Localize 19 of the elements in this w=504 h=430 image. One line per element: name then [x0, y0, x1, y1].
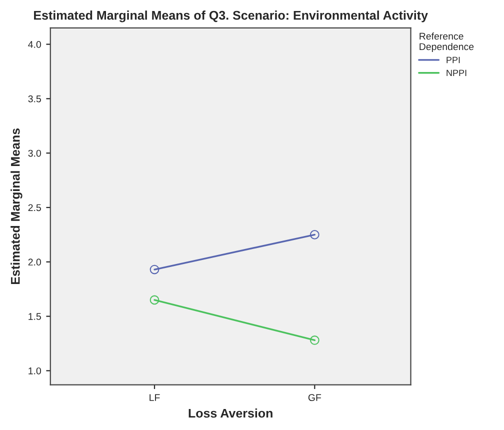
point [150, 295, 160, 305]
y-tick-label: 3.0 [28, 150, 41, 157]
y-tick-label: 2.0 [28, 258, 41, 266]
point [310, 230, 320, 240]
y-axis-title: Estimated Marginal Means [10, 128, 22, 284]
legend-title: Reference Dependence [420, 32, 474, 52]
point [150, 264, 160, 274]
x-tick-label: LF [150, 394, 160, 401]
y-tick-label: 1.5 [28, 313, 41, 320]
legend-label: NPPI [446, 70, 466, 76]
y-tick-label: 1.0 [28, 367, 41, 374]
point [310, 336, 320, 345]
y-tick-label: 3.5 [28, 95, 41, 102]
legend-label: PPI [446, 56, 460, 64]
chart-title: Estimated Marginal Means of Q3. Scenario: Environmental Activity [34, 10, 428, 22]
x-tick-label: GF [308, 394, 322, 402]
x-axis-title: Loss Aversion [188, 408, 272, 418]
y-tick-label: 4.0 [28, 41, 41, 48]
y-tick-label: 2.5 [28, 204, 41, 212]
